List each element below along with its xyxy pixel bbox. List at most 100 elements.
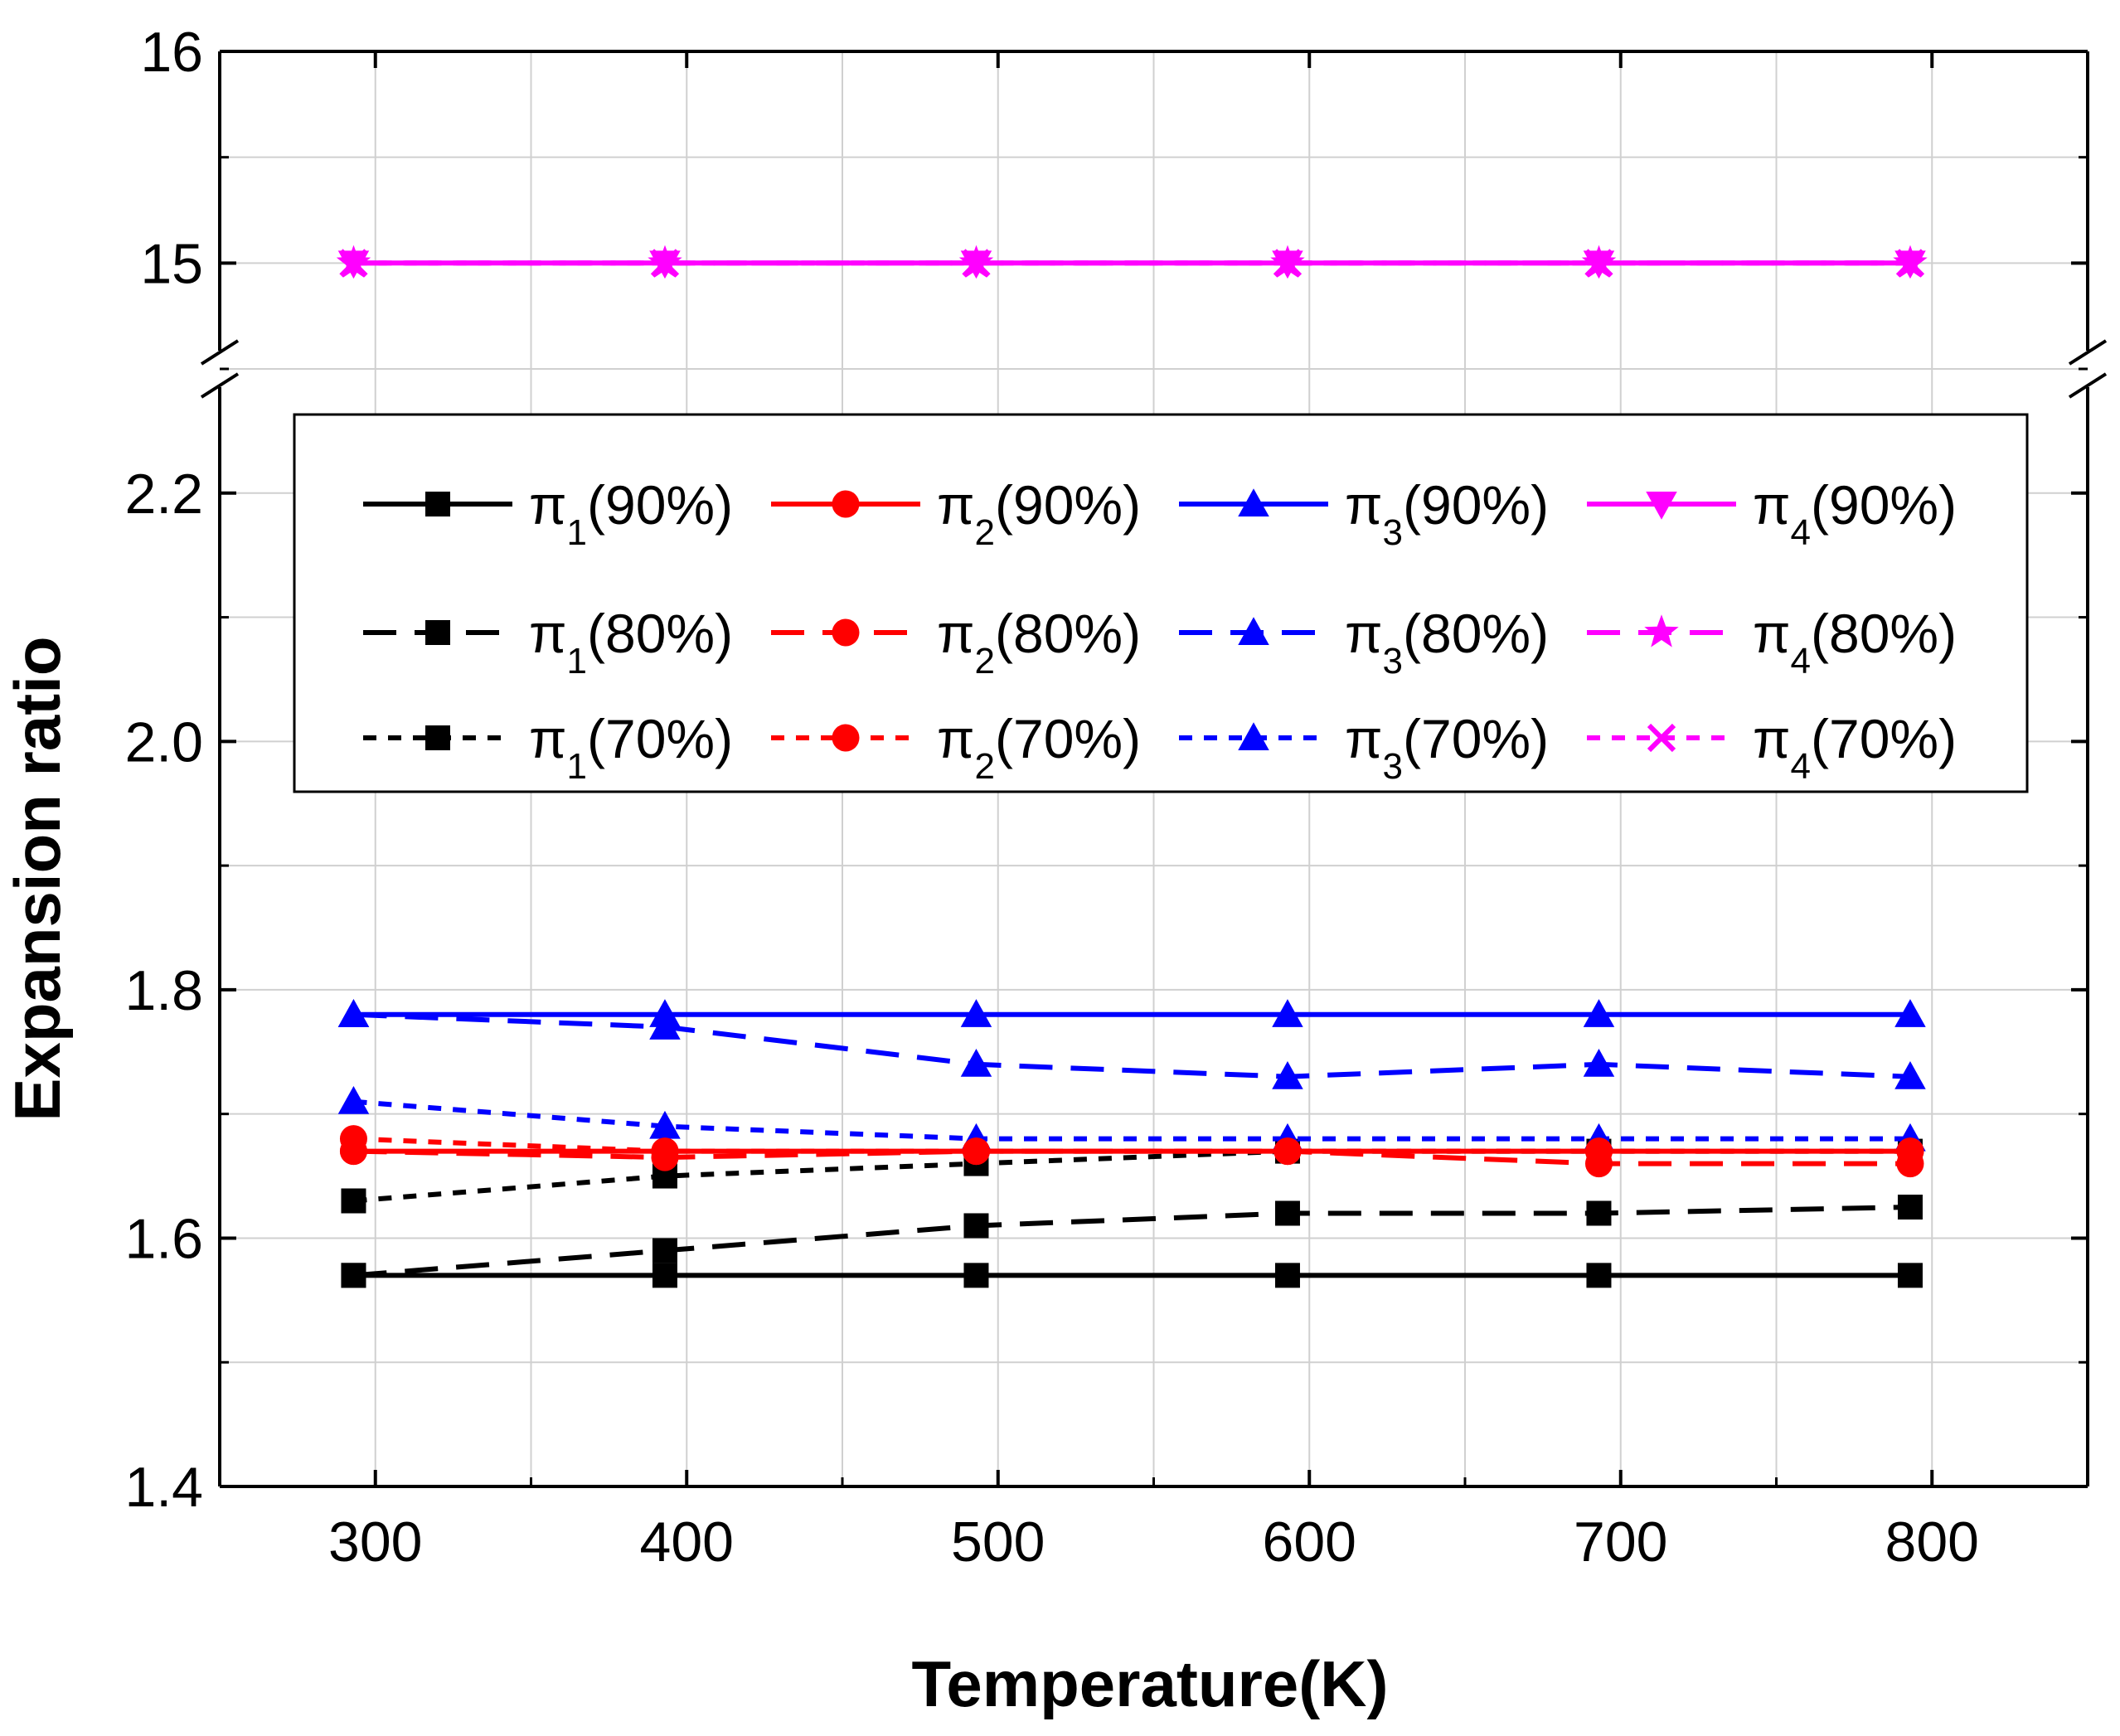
data-point — [960, 1049, 992, 1077]
y-tick-label: 1.4 — [124, 1456, 203, 1519]
legend-entry-8: π4(80%) — [1587, 603, 1957, 681]
data-point — [1583, 250, 1615, 279]
legend-entry-4: π4(90%) — [1587, 474, 1957, 553]
legend-label: π1(90%) — [529, 474, 733, 553]
data-point — [652, 1263, 677, 1288]
x-tick-label: 500 — [951, 1511, 1045, 1574]
legend-label: π2(90%) — [937, 474, 1141, 553]
break-mark — [2068, 372, 2108, 399]
break-mark — [200, 372, 240, 399]
data-point — [651, 1137, 679, 1166]
y-tick-label: 2.2 — [124, 463, 203, 526]
legend-entry-9: π1(70%) — [363, 708, 733, 787]
data-point — [1272, 1060, 1303, 1089]
y-tick-label: 1.8 — [124, 959, 203, 1022]
x-tick-label: 700 — [1574, 1511, 1667, 1574]
legend-entry-2: π2(90%) — [771, 474, 1141, 553]
legend-entry-5: π1(80%) — [363, 603, 733, 681]
data-point — [649, 1110, 681, 1139]
axis-break-marks — [200, 339, 2108, 399]
data-point — [1274, 1200, 1300, 1226]
data-point — [1586, 1200, 1612, 1226]
legend-label: π1(70%) — [529, 708, 733, 787]
legend-label: π2(80%) — [937, 603, 1141, 681]
break-mark — [2068, 339, 2108, 366]
legend-entry-11: π3(70%) — [1179, 708, 1549, 787]
data-point — [1272, 999, 1303, 1027]
data-point — [1273, 1137, 1302, 1166]
series-4 — [337, 250, 1926, 279]
x-tick-label: 300 — [328, 1511, 422, 1574]
x-tick-label: 800 — [1885, 1511, 1979, 1574]
legend-marker — [1238, 488, 1269, 516]
legend-label: π3(90%) — [1345, 474, 1549, 553]
data-point — [649, 250, 681, 279]
x-tick-label: 600 — [1263, 1511, 1356, 1574]
data-point — [1894, 1060, 1926, 1089]
data-point — [960, 250, 992, 279]
data-point — [1894, 250, 1926, 279]
legend-entry-12: π4(70%) — [1587, 708, 1957, 787]
legend-marker — [1238, 722, 1269, 750]
y-axis-title: Expansion ratio — [1, 636, 74, 1121]
data-point — [337, 999, 370, 1027]
x-tick-label: 400 — [640, 1511, 734, 1574]
data-point — [337, 250, 370, 279]
legend-label: π4(70%) — [1753, 708, 1957, 787]
legend: π1(90%) π2(90%) π3(90%) π4(90%) π1(80%) π2(80… — [293, 413, 2029, 793]
data-point — [1274, 1263, 1300, 1288]
legend-marker — [1644, 614, 1679, 647]
legend-entry-6: π2(80%) — [771, 603, 1141, 681]
legend-label: π2(70%) — [937, 708, 1141, 787]
series-1 — [341, 1263, 1923, 1288]
legend-marker — [832, 618, 860, 647]
legend-entry-10: π2(70%) — [771, 708, 1141, 787]
legend-marker — [425, 725, 450, 750]
y-tick-label: 16 — [140, 21, 203, 84]
axis-ticks: 300 400 500 600 700 800 1.4 1.6 1.8 2.0 2.2 15 16 — [124, 21, 2088, 1574]
series-layer — [336, 245, 1928, 1288]
legend-marker — [1647, 723, 1676, 753]
y-tick-label: 1.6 — [124, 1207, 203, 1270]
data-point — [341, 1188, 366, 1214]
legend-label: π4(90%) — [1753, 474, 1957, 553]
break-mark — [200, 339, 240, 366]
series-line — [353, 1011, 1911, 1079]
data-point — [962, 1137, 990, 1166]
data-point — [1583, 1049, 1615, 1077]
y-tick-label: 2.0 — [124, 710, 203, 773]
legend-marker — [425, 492, 450, 516]
data-point — [337, 1085, 370, 1114]
data-point — [1584, 1137, 1613, 1166]
series-line — [353, 1205, 1911, 1278]
data-point — [963, 1263, 989, 1288]
legend-marker — [1646, 492, 1677, 520]
data-point — [963, 1213, 989, 1239]
legend-marker — [832, 724, 860, 752]
legend-entry-3: π3(90%) — [1179, 474, 1549, 553]
legend-entry-7: π3(80%) — [1179, 603, 1549, 681]
legend-marker — [425, 620, 450, 645]
data-point — [649, 999, 681, 1027]
data-point — [1896, 1137, 1924, 1166]
legend-label: π3(80%) — [1345, 603, 1549, 681]
y-tick-label: 15 — [140, 232, 203, 295]
series-line — [353, 1098, 1910, 1142]
legend-entry-1: π1(90%) — [363, 474, 733, 553]
data-point — [1894, 999, 1926, 1027]
legend-marker — [832, 490, 860, 518]
data-point — [1586, 1263, 1612, 1288]
data-point — [1272, 250, 1303, 279]
x-axis-title: Temperature(K) — [912, 1647, 1389, 1720]
legend-box — [293, 413, 2029, 793]
series-2 — [339, 1137, 1924, 1166]
series-3 — [337, 999, 1926, 1027]
legend-marker — [1238, 617, 1269, 645]
data-point — [341, 1263, 366, 1288]
legend-label: π1(80%) — [529, 603, 733, 681]
data-point — [339, 1137, 367, 1166]
data-point — [960, 999, 992, 1027]
legend-label: π3(70%) — [1345, 708, 1549, 787]
